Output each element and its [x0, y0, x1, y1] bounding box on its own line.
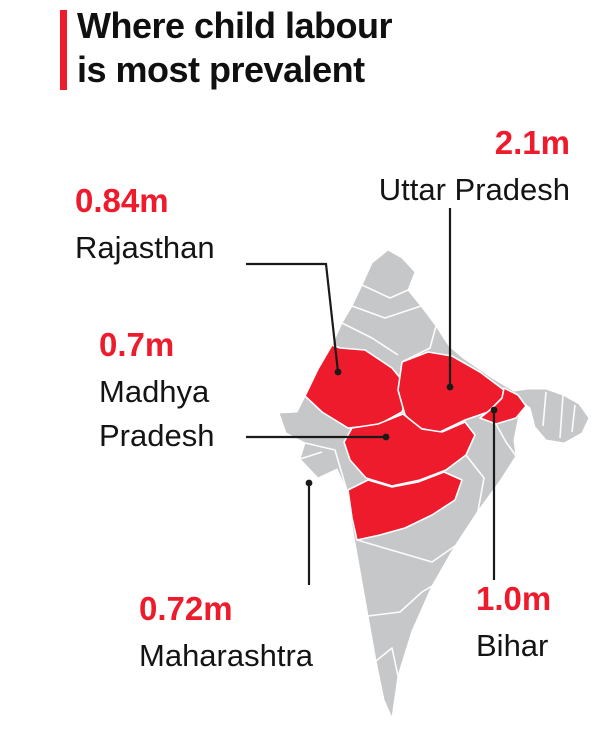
label-maharashtra: 0.72m Maharashtra: [139, 590, 313, 678]
label-madhya-pradesh-value: 0.7m: [99, 326, 175, 363]
label-bihar: 1.0m Bihar: [476, 580, 551, 668]
label-rajasthan-value: 0.84m: [75, 182, 169, 219]
label-bihar-name: Bihar: [476, 627, 549, 663]
leader-dot-maharashtra: [305, 479, 313, 487]
state-borders: [299, 284, 576, 677]
leader-dot-uttar-pradesh: [446, 383, 454, 391]
label-madhya-pradesh-name-line2: Pradesh: [99, 417, 215, 453]
leader-dot-rajasthan: [334, 368, 342, 376]
label-uttar-pradesh-value: 2.1m: [494, 124, 570, 161]
leader-dot-bihar: [490, 406, 498, 414]
label-maharashtra-value: 0.72m: [139, 590, 233, 627]
title-accent-bar: [60, 10, 67, 90]
state-madhya-pradesh-shape: [343, 413, 476, 487]
label-rajasthan: 0.84m Rajasthan: [75, 182, 215, 270]
leader-line-rajasthan: [246, 262, 340, 373]
label-rajasthan-name: Rajasthan: [75, 229, 215, 265]
label-madhya-pradesh-name-line1: Madhya: [99, 373, 210, 409]
title-line-1: Where child labour: [77, 5, 393, 46]
label-maharashtra-name: Maharashtra: [139, 637, 314, 673]
state-bihar-shape: [479, 387, 527, 425]
label-madhya-pradesh: 0.7m Madhya Pradesh: [99, 326, 214, 458]
label-bihar-value: 1.0m: [476, 580, 552, 617]
title-line-2: is most prevalent: [77, 48, 365, 90]
label-uttar-pradesh: 2.1m Uttar Pradesh: [379, 124, 570, 212]
state-maharashtra-shape: [347, 471, 463, 541]
label-uttar-pradesh-name: Uttar Pradesh: [378, 171, 570, 207]
leader-dot-madhya-pradesh: [382, 433, 390, 441]
page-title: Where child labour is most prevalent: [77, 4, 393, 92]
